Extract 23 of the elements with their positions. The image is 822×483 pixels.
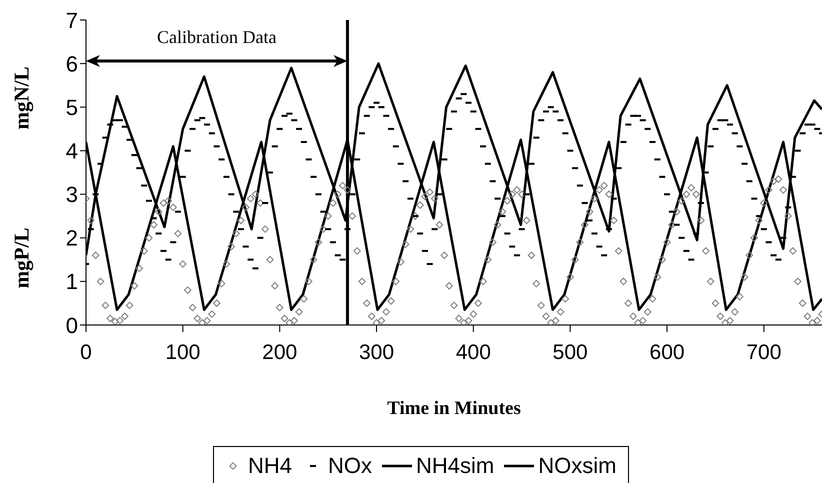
x-tick-label: 700 (746, 340, 782, 364)
y-tick-label: 3 (66, 182, 78, 208)
y-tick-label: 2 (66, 226, 78, 251)
y-tick-label: 5 (66, 94, 78, 120)
legend-label: NOx (328, 453, 372, 479)
legend-label: NH4 (248, 453, 292, 479)
annotation: Calibration Data (157, 27, 276, 47)
legend-label: NH4sim (416, 453, 494, 479)
x-tick-label: 400 (456, 340, 491, 364)
y-tick-label: 0 (66, 312, 78, 338)
x-axis-title: Time in Minutes (387, 398, 521, 419)
x-tick-label: 500 (552, 340, 588, 364)
y-tick-label: 7 (66, 8, 78, 33)
x-tick-label: 100 (165, 340, 200, 364)
y-axis-title: mgN/L (10, 66, 34, 130)
y-tick-label: 1 (66, 269, 78, 294)
x-tick-label: 600 (650, 340, 685, 364)
text: mgP/L (10, 228, 34, 288)
x-tick-label: 200 (262, 340, 298, 364)
x-tick-label: 300 (359, 340, 394, 364)
legend-label: NOxsim (538, 453, 616, 479)
y-tick-label: 4 (66, 138, 78, 164)
y-tick-label: 6 (66, 51, 78, 76)
